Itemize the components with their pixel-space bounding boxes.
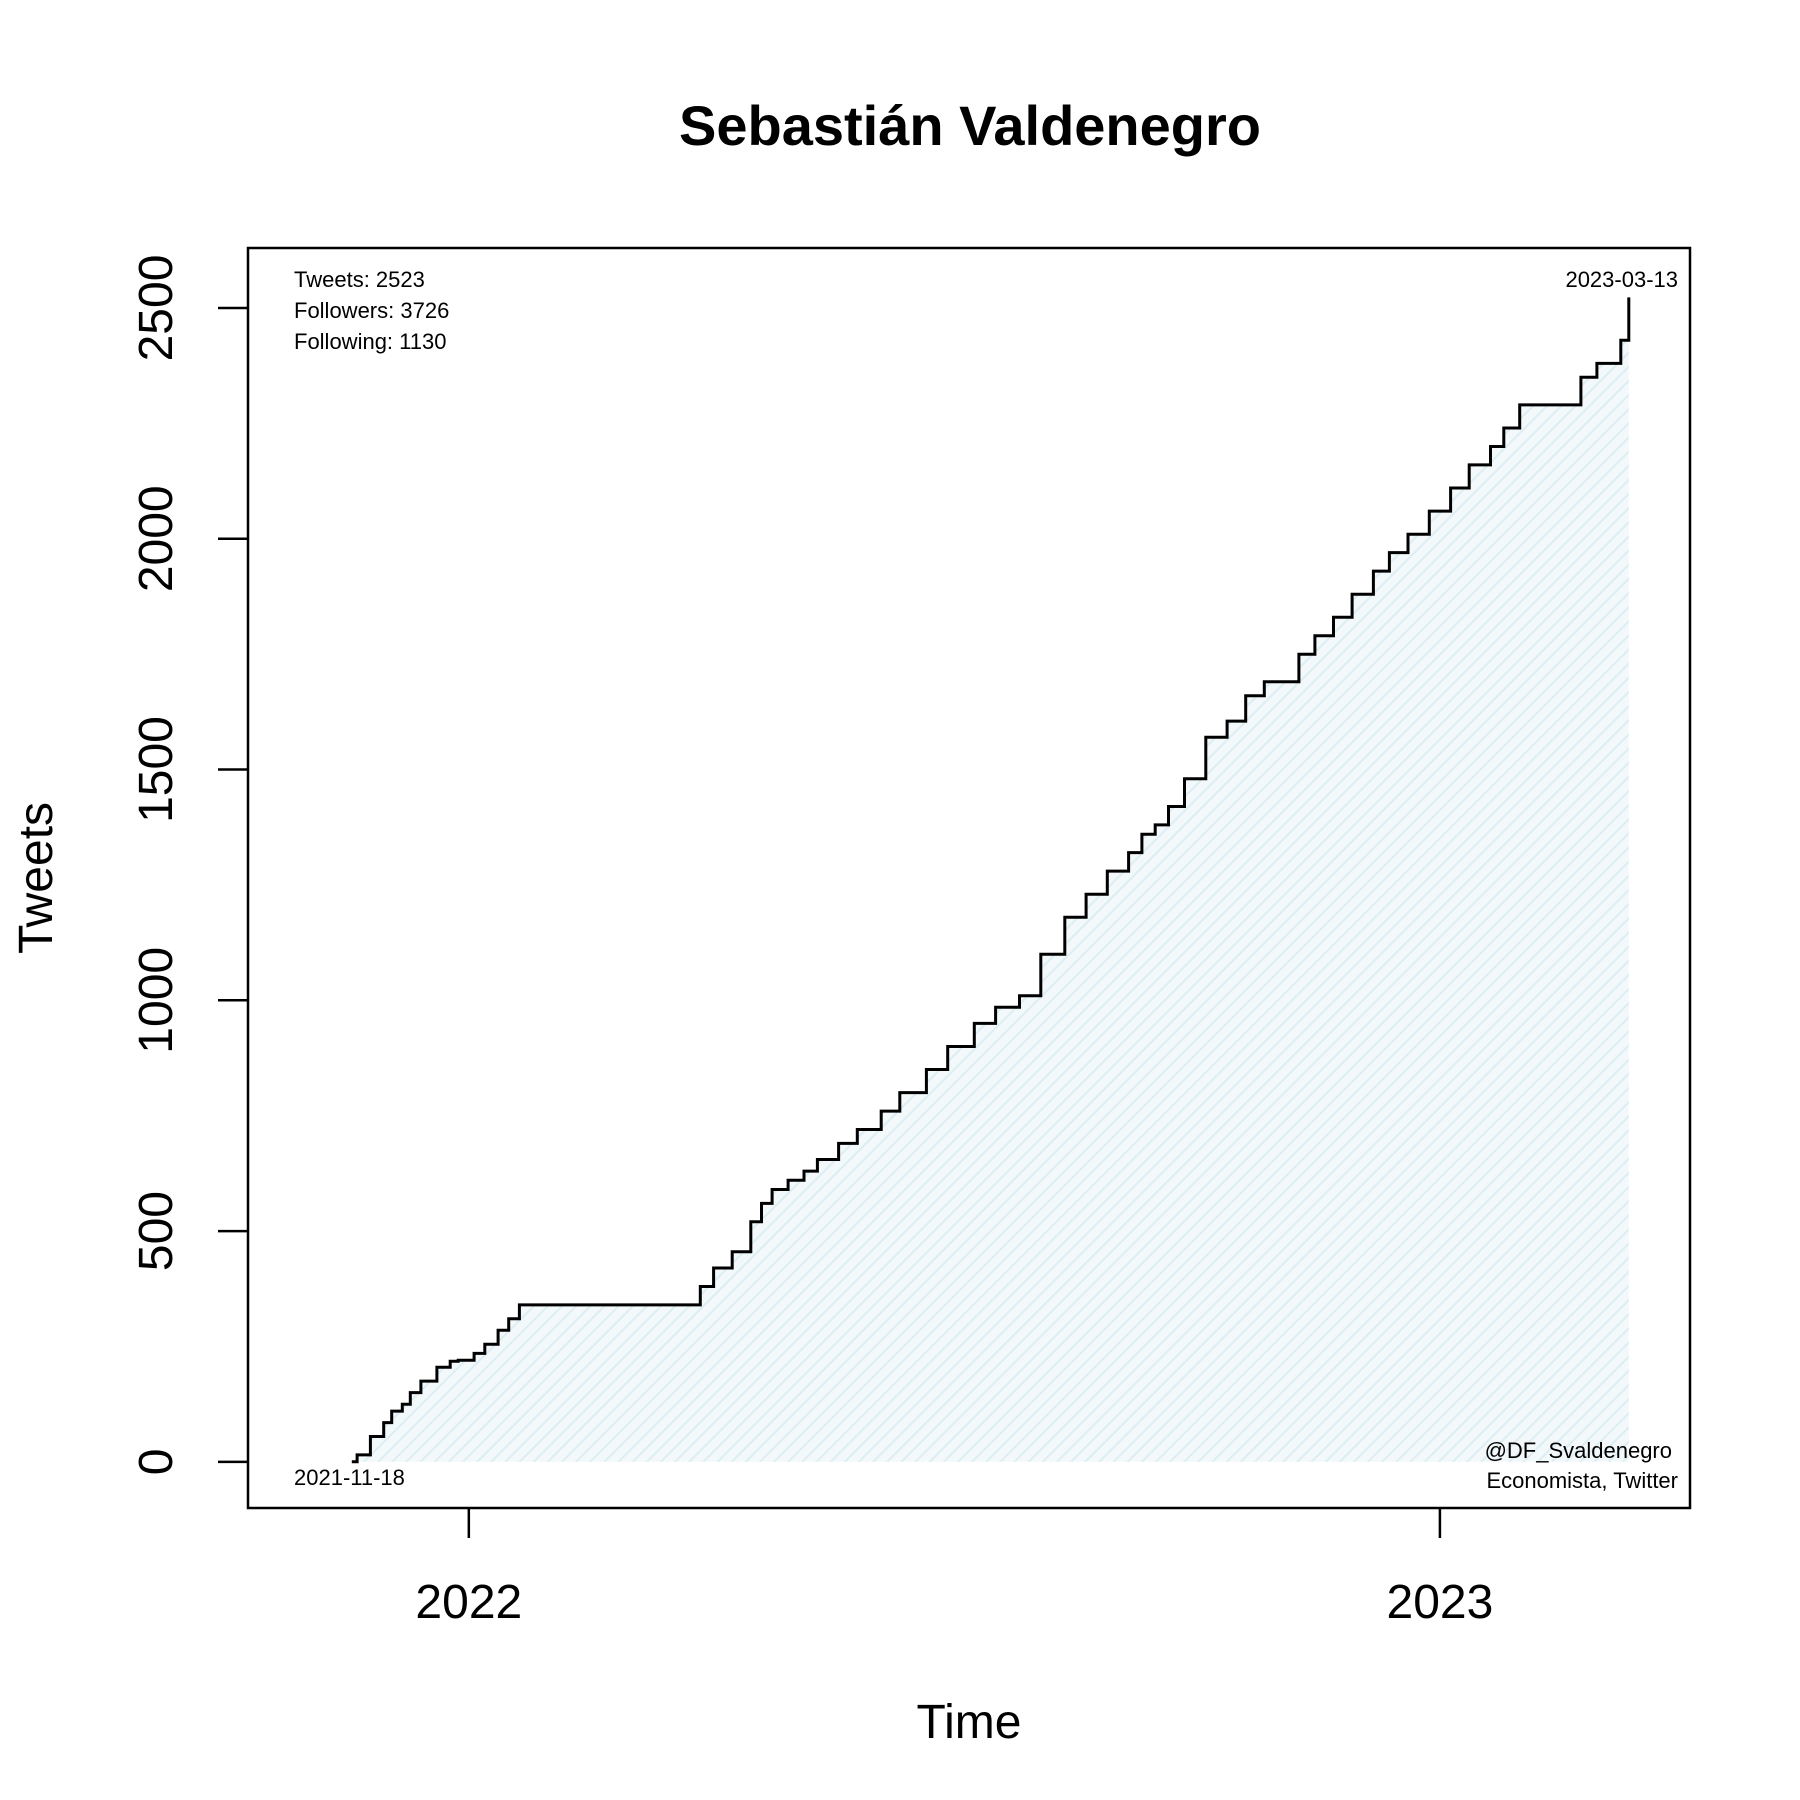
- description-label: Economista, Twitter: [1486, 1468, 1678, 1493]
- plot-box: [246, 246, 1692, 1510]
- x-axis-title: Time: [917, 1696, 1022, 1749]
- y-axis-title: Tweets: [10, 802, 63, 954]
- y-tick-label: 1500: [130, 716, 183, 823]
- start-date-label: 2021-11-18: [294, 1465, 405, 1490]
- y-axis: 0 500 1000 1500 2000 2500: [130, 255, 248, 1475]
- y-tick-label: 2500: [130, 255, 183, 362]
- x-axis: 2022 2023: [415, 1508, 1493, 1629]
- stat-tweets: Tweets: 2523: [294, 267, 425, 292]
- stat-following: Following: 1130: [294, 329, 446, 354]
- stat-followers: Followers: 3726: [294, 298, 449, 323]
- chart-title: Sebastián Valdenegro: [679, 94, 1261, 157]
- y-tick-label: 1000: [130, 947, 183, 1054]
- x-tick-label: 2022: [415, 1576, 522, 1629]
- handle-label: @DF_Svaldenegro: [1485, 1438, 1672, 1463]
- x-tick-label: 2023: [1387, 1576, 1494, 1629]
- y-tick-label: 2000: [130, 485, 183, 592]
- end-date-label: 2023-03-13: [1565, 267, 1678, 292]
- y-tick-label: 500: [130, 1191, 183, 1271]
- tweets-line: [351, 297, 1631, 1464]
- tweets-area: [351, 297, 1629, 1462]
- y-tick-label: 0: [130, 1448, 183, 1475]
